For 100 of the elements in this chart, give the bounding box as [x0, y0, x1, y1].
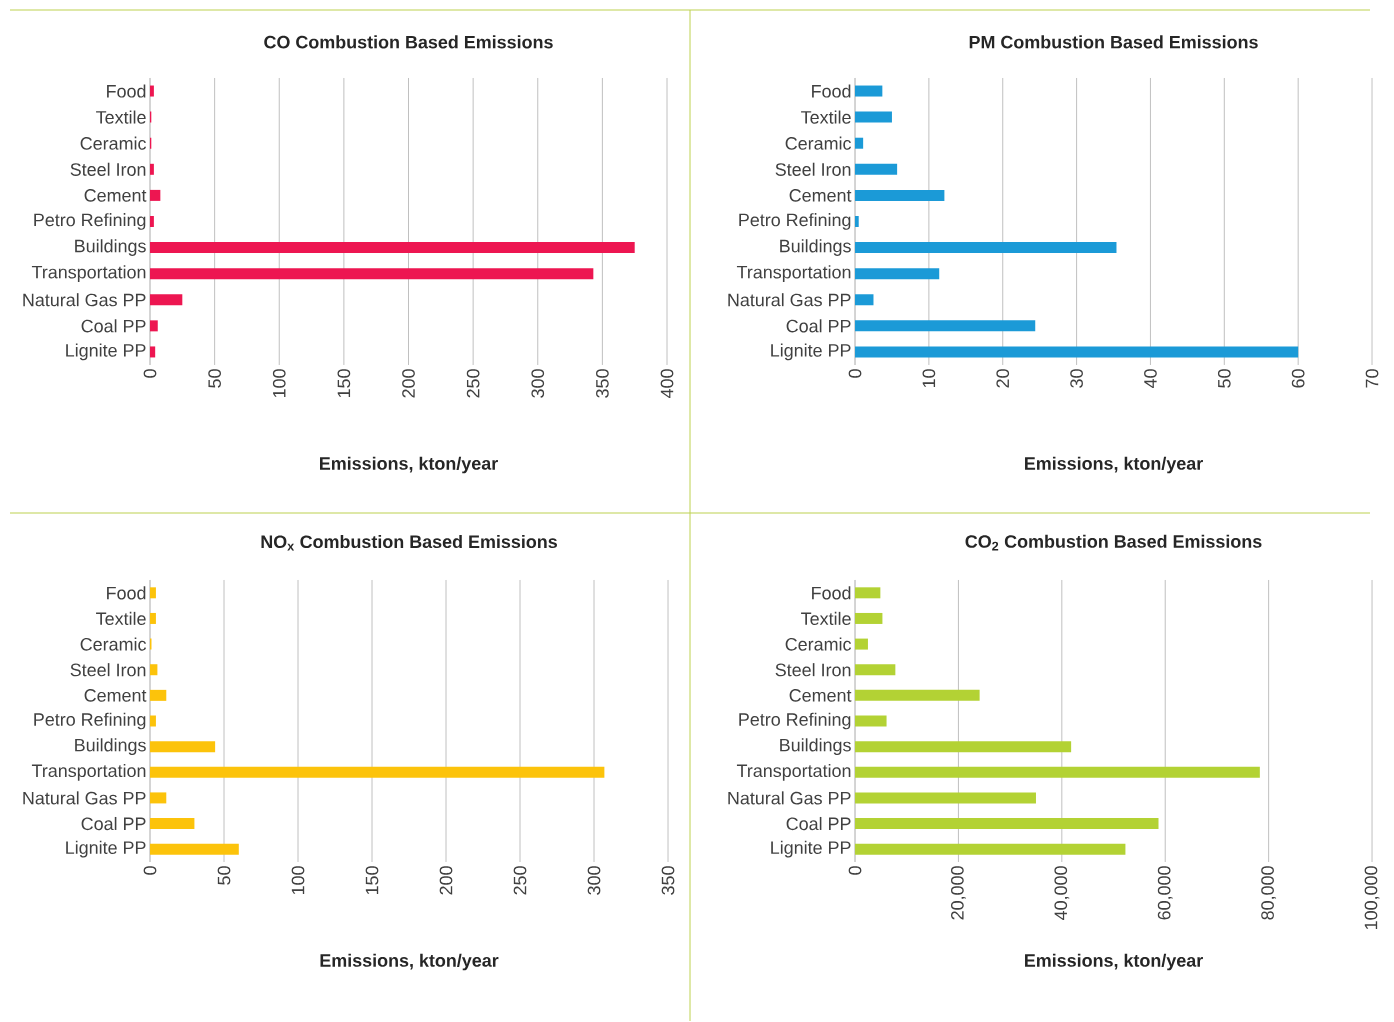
- x-tick-label: 200: [402, 369, 415, 398]
- bar: [855, 587, 881, 599]
- x-tick-label: 400: [660, 369, 674, 399]
- x-tick-label: 40: [1144, 369, 1157, 389]
- bar: [855, 613, 883, 625]
- x-tick-label: 60,000: [1157, 866, 1173, 920]
- bar: [150, 346, 156, 358]
- x-axis-title: Emissions, kton/year: [320, 456, 498, 474]
- chart-title: CO$_{2}$ Combustion Based Emissions: [965, 534, 1262, 551]
- y-tick-label: Food: [812, 84, 851, 98]
- bar: [855, 85, 883, 97]
- x-tick-label: 150: [337, 369, 351, 398]
- y-tick-label: Food: [107, 586, 146, 600]
- y-tick-label: Lignite PP: [66, 343, 146, 361]
- y-tick-label: Steel Iron: [775, 162, 851, 177]
- chart-title: NO$_{x}$ Combustion Based Emissions: [261, 535, 557, 551]
- y-tick-label: Steel Iron: [70, 162, 146, 177]
- y-tick-label: Petro Refining: [34, 213, 146, 231]
- y-tick-label: Cement: [789, 689, 852, 702]
- y-tick-label: Petro Refining: [34, 712, 146, 730]
- x-tick-label: 0: [143, 369, 157, 379]
- bar: [150, 587, 156, 599]
- bar: [150, 85, 154, 97]
- x-tick-label: 100: [272, 369, 286, 398]
- y-tick-label: Textile: [96, 110, 146, 124]
- x-axis-title: Emissions, kton/year: [1025, 456, 1203, 474]
- x-tick-label: 20: [996, 369, 1010, 388]
- y-tick-label: Coal PP: [81, 817, 146, 831]
- y-tick-label: Buildings: [75, 239, 146, 257]
- bar: [150, 741, 216, 753]
- y-tick-label: Steel Iron: [775, 663, 851, 677]
- y-tick-label: Natural Gas PP: [728, 293, 851, 307]
- x-tick-label: 60: [1291, 369, 1305, 388]
- y-tick-label: Petro Refining: [739, 712, 851, 730]
- bar: [150, 767, 605, 779]
- bar: [150, 242, 635, 254]
- x-axis-title: Emissions, kton/year: [320, 953, 499, 971]
- bar: [855, 843, 1126, 855]
- bar: [855, 715, 887, 727]
- y-tick-label: Lignite PP: [66, 841, 146, 858]
- bar: [150, 613, 156, 625]
- y-tick-label: Buildings: [780, 239, 851, 257]
- x-tick-label: 30: [1070, 369, 1083, 389]
- bar: [855, 690, 980, 702]
- bar: [150, 792, 167, 804]
- x-tick-label: 300: [587, 866, 601, 896]
- x-tick-label: 350: [661, 866, 675, 896]
- y-tick-label: Buildings: [780, 738, 851, 756]
- y-tick-label: Food: [812, 586, 851, 600]
- y-tick-label: Coal PP: [786, 817, 851, 831]
- y-tick-label: Ceramic: [785, 637, 852, 651]
- y-tick-label: Natural Gas PP: [23, 293, 146, 307]
- x-tick-label: 250: [513, 866, 527, 895]
- bar: [855, 818, 1159, 830]
- bar: [855, 346, 1299, 358]
- y-tick-label: Textile: [801, 110, 851, 124]
- x-tick-label: 70: [1365, 369, 1379, 388]
- x-tick-label: 300: [531, 369, 545, 398]
- bar: [855, 638, 868, 650]
- x-tick-label: 100: [291, 866, 305, 895]
- bar: [150, 164, 154, 176]
- x-tick-label: 100,000: [1364, 866, 1380, 930]
- bar: [855, 792, 1036, 804]
- bar: [855, 320, 1036, 332]
- bar: [150, 818, 195, 830]
- bar: [150, 294, 183, 306]
- x-tick-label: 0: [143, 866, 157, 876]
- bar: [855, 242, 1117, 254]
- y-tick-label: Natural Gas PP: [728, 791, 851, 805]
- x-tick-label: 0: [848, 866, 862, 876]
- x-tick-label: 350: [596, 369, 609, 398]
- y-tick-label: Lignite PP: [771, 343, 851, 361]
- x-tick-label: 40,000: [1054, 866, 1070, 921]
- y-tick-label: Ceramic: [80, 136, 147, 151]
- y-tick-label: Ceramic: [80, 637, 147, 651]
- x-axis-title: Emissions, kton/year: [1025, 953, 1203, 971]
- bar: [150, 715, 156, 727]
- y-tick-label: Buildings: [75, 738, 146, 756]
- x-tick-label: 250: [466, 369, 480, 398]
- chart-title: PM Combustion Based Emissions: [969, 35, 1258, 49]
- bar: [855, 111, 892, 123]
- y-tick-label: Cement: [84, 189, 147, 202]
- x-tick-label: 50: [208, 369, 221, 388]
- y-tick-label: Food: [107, 84, 146, 98]
- y-tick-label: Coal PP: [81, 319, 146, 333]
- bar: [150, 843, 239, 855]
- bar: [150, 190, 161, 202]
- bar: [855, 664, 896, 676]
- x-tick-label: 10: [922, 369, 936, 388]
- bar: [855, 164, 898, 176]
- bar: [855, 268, 940, 280]
- x-tick-label: 80,000: [1261, 866, 1277, 920]
- bar: [150, 268, 594, 280]
- bar: [150, 216, 154, 228]
- y-tick-label: Petro Refining: [739, 213, 851, 231]
- x-tick-label: 200: [439, 866, 453, 895]
- bar: [855, 137, 864, 149]
- y-tick-label: Transportation: [736, 265, 851, 283]
- x-tick-label: 150: [365, 866, 379, 895]
- y-tick-label: Lignite PP: [771, 841, 851, 858]
